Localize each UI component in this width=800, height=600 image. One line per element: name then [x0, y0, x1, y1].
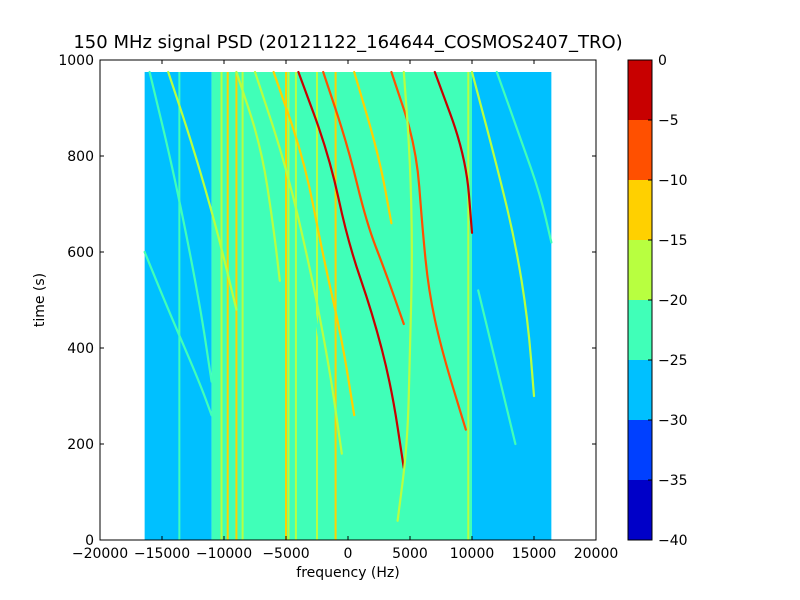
x-axis: −20000 −15000 −10000 −5000 0 5000 10000 15000 20…: [72, 60, 618, 562]
y-tick-label-1: 200: [67, 437, 94, 453]
trace-6: [297, 70, 405, 470]
trace-10: [433, 70, 474, 234]
colorbar-tick-label-2: −30: [658, 413, 688, 429]
x-tick-label-6: 10000: [450, 546, 495, 562]
x-tick-label-7: 15000: [512, 546, 557, 562]
chart-title: 150 MHz signal PSD (20121122_164644_COSM…: [73, 32, 622, 53]
colorbar: −40 −35 −30 −25 −20 −15 −10 −5 0: [627, 53, 688, 549]
colorbar-segments: [628, 60, 652, 540]
colorbar-segment-3: [628, 300, 652, 360]
colorbar-tick-label-7: −5: [658, 113, 679, 129]
y-tick-label-0: 0: [85, 533, 94, 549]
colorbar-tick-label-1: −35: [658, 473, 688, 489]
colorbar-segment-7: [628, 60, 652, 120]
y-tick-label-4: 800: [67, 149, 94, 165]
colorbar-ticks: −40 −35 −30 −25 −20 −15 −10 −5 0: [648, 53, 688, 549]
colorbar-segment-2: [628, 360, 652, 420]
trace-5: [272, 70, 356, 417]
heatmap-block-0: [144, 72, 212, 540]
x-tick-label-5: 5000: [392, 546, 428, 562]
trace-4: [253, 70, 343, 455]
x-tick-label-8: 20000: [574, 546, 619, 562]
heatmap-block-2: [472, 72, 552, 540]
colorbar-segment-0: [628, 480, 652, 540]
x-tick-label-3: −5000: [262, 546, 309, 562]
y-tick-label-3: 600: [67, 245, 94, 261]
plot-area: −20000 −15000 −10000 −5000 0 5000 10000 15000 20…: [58, 53, 618, 562]
x-tick-label-0: −20000: [72, 546, 128, 562]
colorbar-tick-label-8: 0: [658, 53, 667, 69]
colorbar-segment-4: [628, 240, 652, 300]
y-tick-label-2: 400: [67, 341, 94, 357]
colorbar-tick-label-6: −10: [658, 173, 688, 189]
trace-3: [235, 70, 281, 282]
trace-11: [396, 70, 413, 522]
trace-9: [390, 70, 467, 431]
trace-7: [322, 70, 405, 326]
colorbar-segment-5: [628, 180, 652, 240]
y-axis: 0 200 400 600 800 1000: [58, 53, 596, 549]
trace-14: [477, 289, 517, 446]
heatmap-block-1: [211, 72, 472, 540]
x-tick-label-2: −10000: [196, 546, 252, 562]
y-tick-label-5: 1000: [58, 53, 94, 69]
y-axis-label: time (s): [32, 273, 48, 327]
colorbar-tick-label-5: −15: [658, 233, 688, 249]
colorbar-segment-6: [628, 120, 652, 180]
colorbar-tick-label-4: −20: [658, 293, 688, 309]
x-axis-label: frequency (Hz): [296, 565, 399, 581]
trace-8: [353, 70, 393, 225]
trace-13: [495, 70, 553, 244]
trace-1: [143, 250, 213, 417]
x-tick-label-4: 0: [344, 546, 353, 562]
x-tick-label-1: −15000: [134, 546, 190, 562]
trace-0: [148, 70, 213, 383]
colorbar-tick-label-0: −40: [658, 533, 688, 549]
vertical-signal-lines: [178, 72, 470, 540]
doppler-traces: [143, 70, 553, 522]
trace-12: [470, 70, 536, 398]
colorbar-tick-label-3: −25: [658, 353, 688, 369]
colorbar-segment-1: [628, 420, 652, 480]
trace-15: [309, 289, 331, 398]
trace-2: [167, 70, 238, 311]
